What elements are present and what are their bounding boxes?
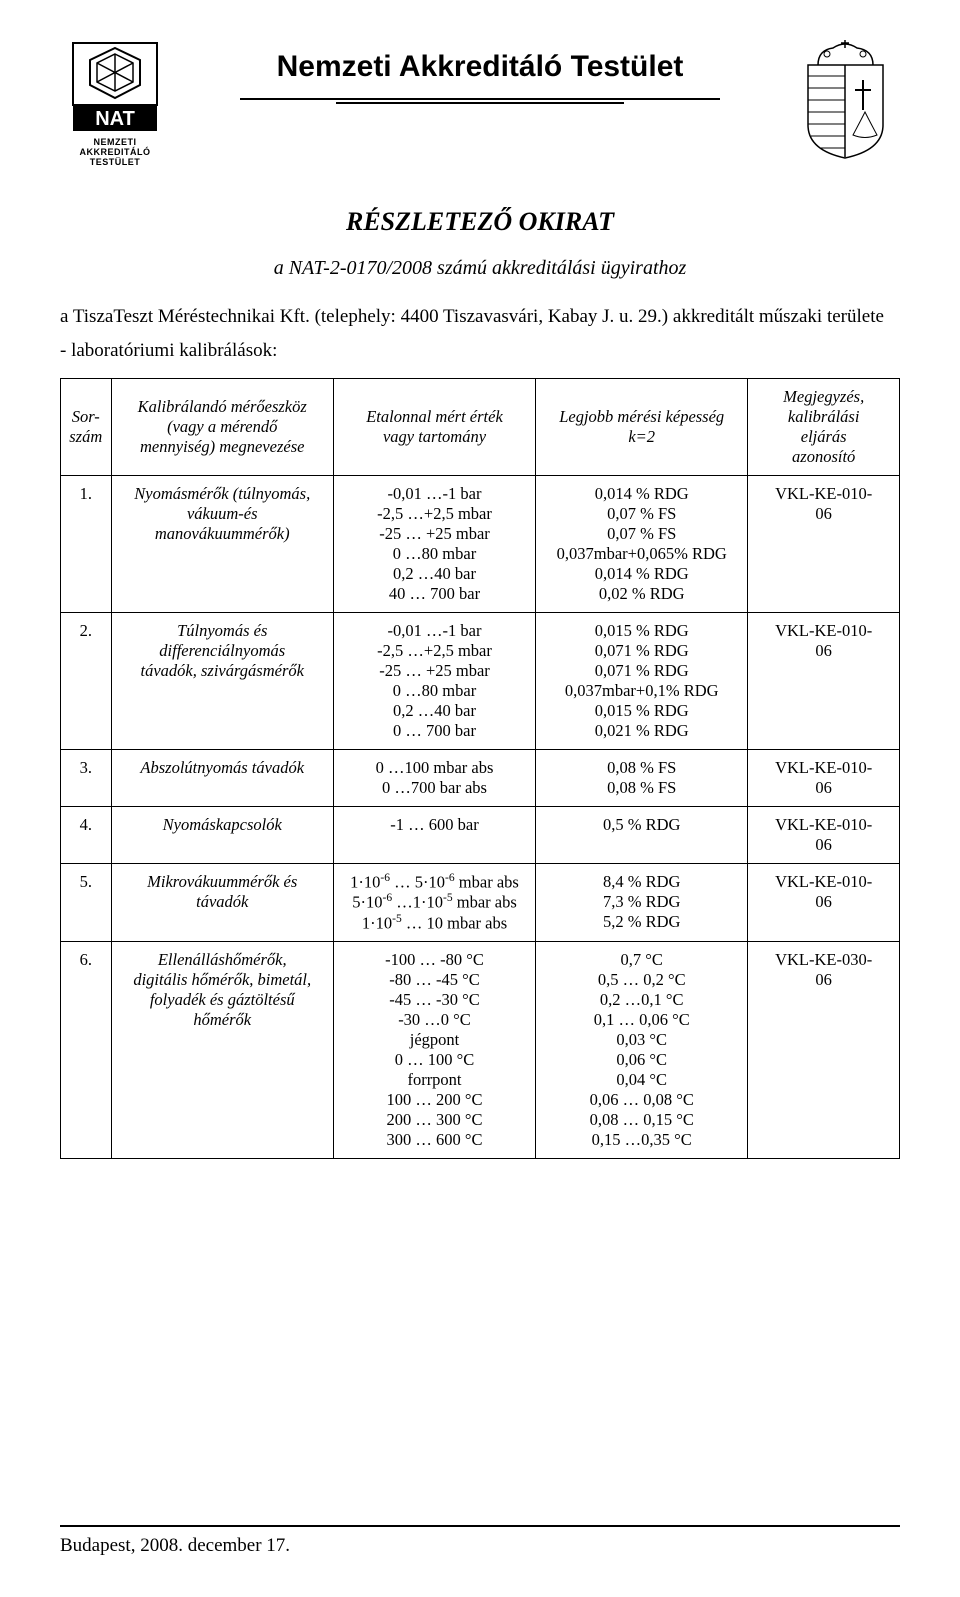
cell-num: 4. (61, 806, 112, 863)
coat-of-arms (790, 40, 900, 160)
page-footer: Budapest, 2008. december 17. (60, 1525, 900, 1557)
table-row: 5.Mikrovákuummérők és távadók1·10-6 … 5·… (61, 863, 900, 942)
cell-note: VKL-KE-010- 06 (748, 806, 900, 863)
hungary-coat-icon (803, 40, 888, 160)
header-center: Nemzeti Akkreditáló Testület (170, 40, 790, 106)
table-row: 2.Túlnyomás és differenciálnyomás távadó… (61, 612, 900, 749)
page-header: NAT NEMZETI AKKREDITÁLÓ TESTÜLET Nemzeti… (60, 40, 900, 167)
cell-range: -1 … 600 bar (333, 806, 535, 863)
cell-range: 0 …100 mbar abs 0 …700 bar abs (333, 749, 535, 806)
nat-logo-left: NAT NEMZETI AKKREDITÁLÓ TESTÜLET (60, 40, 170, 167)
section-bullet: - laboratóriumi kalibrálások: (60, 340, 900, 362)
th-note: Megjegyzés, kalibrálási eljárás azonosít… (748, 378, 900, 475)
cell-range: 1·10-6 … 5·10-6 mbar abs5·10-6 …1·10-5 m… (333, 863, 535, 942)
cell-num: 1. (61, 475, 112, 612)
cell-capability: 8,4 % RDG 7,3 % RDG 5,2 % RDG (536, 863, 748, 942)
th-range: Etalonnal mért érték vagy tartomány (333, 378, 535, 475)
calibration-table: Sor- szám Kalibrálandó mérőeszköz (vagy … (60, 378, 900, 1160)
cell-name: Nyomáskapcsolók (111, 806, 333, 863)
table-row: 4.Nyomáskapcsolók-1 … 600 bar0,5 % RDGVK… (61, 806, 900, 863)
cell-name: Nyomásmérők (túlnyomás, vákuum-és manová… (111, 475, 333, 612)
th-capability: Legjobb mérési képesség k=2 (536, 378, 748, 475)
cell-range: -0,01 …-1 bar -2,5 …+2,5 mbar -25 … +25 … (333, 475, 535, 612)
cell-note: VKL-KE-010- 06 (748, 863, 900, 942)
document-subtitle: a NAT-2-0170/2008 számú akkreditálási üg… (60, 257, 900, 280)
svg-text:NAT: NAT (95, 108, 135, 130)
table-row: 6.Ellenálláshőmérők, digitális hőmérők, … (61, 942, 900, 1159)
cell-name: Túlnyomás és differenciálnyomás távadók,… (111, 612, 333, 749)
cell-capability: 0,7 °C 0,5 … 0,2 °C 0,2 …0,1 °C 0,1 … 0,… (536, 942, 748, 1159)
cell-capability: 0,014 % RDG 0,07 % FS 0,07 % FS 0,037mba… (536, 475, 748, 612)
cell-range: -0,01 …-1 bar -2,5 …+2,5 mbar -25 … +25 … (333, 612, 535, 749)
cell-num: 6. (61, 942, 112, 1159)
cell-num: 5. (61, 863, 112, 942)
cell-note: VKL-KE-010- 06 (748, 475, 900, 612)
org-name: Nemzeti Akkreditáló Testület (180, 50, 780, 84)
header-rule-lines (240, 98, 720, 104)
cell-note: VKL-KE-030- 06 (748, 942, 900, 1159)
cell-name: Ellenálláshőmérők, digitális hőmérők, bi… (111, 942, 333, 1159)
footer-date: Budapest, 2008. december 17. (60, 1535, 900, 1557)
cell-note: VKL-KE-010- 06 (748, 612, 900, 749)
cell-name: Mikrovákuummérők és távadók (111, 863, 333, 942)
cell-num: 3. (61, 749, 112, 806)
table-row: 3.Abszolútnyomás távadók0 …100 mbar abs … (61, 749, 900, 806)
cell-range: -100 … -80 °C -80 … -45 °C -45 … -30 °C … (333, 942, 535, 1159)
nat-logo-caption: NEMZETI AKKREDITÁLÓ TESTÜLET (80, 137, 151, 167)
cell-note: VKL-KE-010- 06 (748, 749, 900, 806)
th-name: Kalibrálandó mérőeszköz (vagy a mérendő … (111, 378, 333, 475)
cell-capability: 0,08 % FS 0,08 % FS (536, 749, 748, 806)
table-header-row: Sor- szám Kalibrálandó mérőeszköz (vagy … (61, 378, 900, 475)
cell-num: 2. (61, 612, 112, 749)
document-title: RÉSZLETEZŐ OKIRAT (60, 207, 900, 237)
cell-capability: 0,5 % RDG (536, 806, 748, 863)
intro-text: a TiszaTeszt Méréstechnikai Kft. (teleph… (60, 304, 900, 330)
nat-shield-icon: NAT (70, 40, 160, 135)
table-row: 1.Nyomásmérők (túlnyomás, vákuum-és mano… (61, 475, 900, 612)
th-sorszam: Sor- szám (61, 378, 112, 475)
cell-name: Abszolútnyomás távadók (111, 749, 333, 806)
cell-capability: 0,015 % RDG 0,071 % RDG 0,071 % RDG 0,03… (536, 612, 748, 749)
